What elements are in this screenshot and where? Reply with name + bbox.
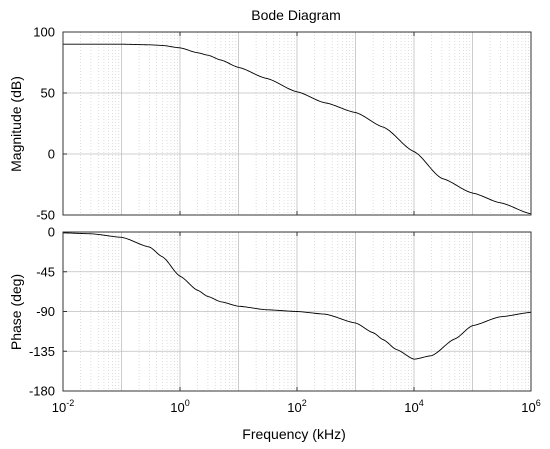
phase-line	[62, 232, 532, 360]
magnitude-y-tick-label: 100	[33, 25, 55, 40]
magnitude-frame	[62, 31, 532, 216]
magnitude-y-label: Magnitude (dB)	[8, 76, 24, 172]
phase-y-tick-label: -180	[29, 384, 55, 399]
phase-y-ticks: 0 -45 -90 -135 -180	[29, 225, 67, 399]
x-tick-label: 10-2	[52, 398, 74, 415]
x-tick-label: 106	[521, 398, 540, 415]
phase-y-tick-label: 0	[48, 225, 55, 240]
x-axis-ticks: 10-2 100 102 104 106	[52, 398, 541, 415]
x-tick-label: 100	[170, 398, 189, 415]
x-axis-label: Frequency (kHz)	[242, 426, 345, 442]
magnitude-y-ticks: 100 50 0 -50	[33, 25, 67, 223]
chart-title: Bode Diagram	[251, 7, 341, 23]
phase-y-tick-label: -45	[36, 264, 55, 279]
phase-y-tick-label: -135	[29, 344, 55, 359]
phase-panel: 0 -45 -90 -135 -180 Phase (deg)	[8, 225, 532, 399]
magnitude-line	[63, 43, 532, 215]
magnitude-grid	[62, 31, 532, 216]
magnitude-y-tick-label: 0	[48, 147, 55, 162]
magnitude-y-tick-label: 50	[41, 86, 55, 101]
x-tick-label: 102	[287, 398, 306, 415]
x-tick-label: 104	[404, 398, 423, 415]
magnitude-y-tick-label: -50	[36, 208, 55, 223]
magnitude-panel: 100 50 0 -50 Magnitude (dB)	[8, 25, 532, 223]
phase-y-tick-label: -90	[36, 304, 55, 319]
phase-y-label: Phase (deg)	[8, 274, 24, 350]
